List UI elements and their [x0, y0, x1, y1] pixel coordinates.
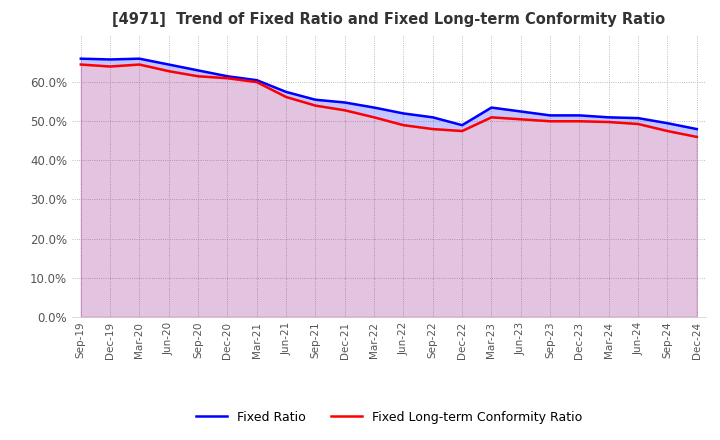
Fixed Ratio: [663, 121, 672, 126]
Title: [4971]  Trend of Fixed Ratio and Fixed Long-term Conformity Ratio: [4971] Trend of Fixed Ratio and Fixed Lo…: [112, 12, 665, 27]
Fixed Ratio: [634, 115, 642, 121]
Fixed Long-term Conformity Ratio: [253, 80, 261, 85]
Fixed Long-term Conformity Ratio: [164, 69, 173, 74]
Fixed Long-term Conformity Ratio: [546, 119, 554, 124]
Fixed Long-term Conformity Ratio: [76, 62, 85, 67]
Fixed Ratio: [106, 57, 114, 62]
Fixed Long-term Conformity Ratio: [135, 62, 144, 67]
Fixed Ratio: [575, 113, 584, 118]
Fixed Ratio: [194, 68, 202, 73]
Fixed Ratio: [253, 77, 261, 83]
Fixed Ratio: [76, 56, 85, 61]
Fixed Long-term Conformity Ratio: [487, 115, 496, 120]
Fixed Ratio: [164, 62, 173, 67]
Fixed Ratio: [516, 109, 525, 114]
Fixed Ratio: [458, 122, 467, 128]
Fixed Ratio: [135, 56, 144, 61]
Fixed Ratio: [428, 115, 437, 120]
Fixed Long-term Conformity Ratio: [194, 73, 202, 79]
Fixed Ratio: [605, 115, 613, 120]
Fixed Long-term Conformity Ratio: [428, 126, 437, 132]
Fixed Long-term Conformity Ratio: [106, 64, 114, 69]
Fixed Long-term Conformity Ratio: [458, 128, 467, 134]
Fixed Long-term Conformity Ratio: [223, 76, 232, 81]
Fixed Ratio: [223, 73, 232, 79]
Fixed Long-term Conformity Ratio: [575, 119, 584, 124]
Fixed Long-term Conformity Ratio: [370, 115, 379, 120]
Fixed Ratio: [487, 105, 496, 110]
Line: Fixed Long-term Conformity Ratio: Fixed Long-term Conformity Ratio: [81, 65, 697, 137]
Fixed Ratio: [546, 113, 554, 118]
Legend: Fixed Ratio, Fixed Long-term Conformity Ratio: Fixed Ratio, Fixed Long-term Conformity …: [191, 406, 587, 429]
Fixed Ratio: [311, 97, 320, 103]
Fixed Long-term Conformity Ratio: [605, 119, 613, 125]
Fixed Long-term Conformity Ratio: [399, 122, 408, 128]
Fixed Long-term Conformity Ratio: [663, 128, 672, 134]
Fixed Long-term Conformity Ratio: [311, 103, 320, 108]
Fixed Long-term Conformity Ratio: [341, 108, 349, 113]
Fixed Long-term Conformity Ratio: [282, 94, 290, 99]
Fixed Ratio: [282, 89, 290, 95]
Fixed Long-term Conformity Ratio: [634, 121, 642, 127]
Fixed Ratio: [341, 100, 349, 105]
Fixed Long-term Conformity Ratio: [516, 117, 525, 122]
Fixed Ratio: [399, 111, 408, 116]
Fixed Long-term Conformity Ratio: [693, 134, 701, 139]
Line: Fixed Ratio: Fixed Ratio: [81, 59, 697, 129]
Fixed Ratio: [370, 105, 379, 110]
Fixed Ratio: [693, 126, 701, 132]
